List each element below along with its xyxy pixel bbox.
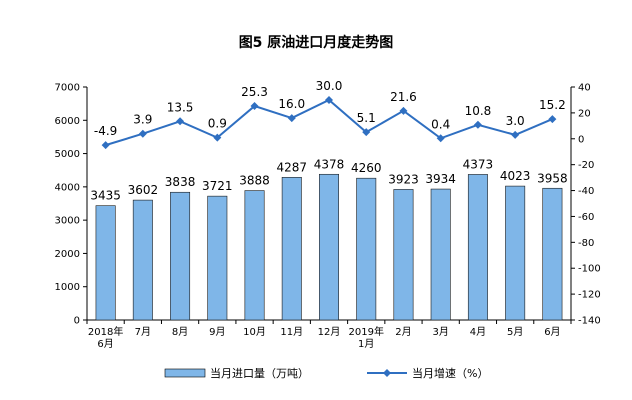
x-tick-label: 2月: [395, 326, 411, 338]
left-tick-label: 4000: [55, 182, 80, 193]
bar-value-label: 4260: [351, 161, 382, 175]
x-tick-label: 11月: [280, 326, 303, 338]
bar-value-label: 3838: [165, 175, 196, 189]
bar-value-label: 4023: [500, 169, 531, 183]
line-point: [250, 102, 259, 111]
line-point: [436, 134, 445, 143]
left-tick-label: 0: [74, 316, 80, 327]
bar-labels: 3435 3602 3838 3721 3888 4287 4378 4260 3923 3934…: [90, 157, 567, 202]
line-value-label: 10.8: [465, 104, 492, 118]
right-tick-label: -80: [578, 238, 594, 249]
right-tick-label: 0: [578, 134, 584, 145]
line-value-label: -4.9: [94, 124, 117, 138]
bar-value-label: 3934: [425, 172, 456, 186]
right-tick-label: -40: [578, 186, 594, 197]
bar-value-label: 4287: [276, 160, 307, 174]
x-tick-label: 12月: [318, 326, 341, 338]
right-tick-label: 40: [578, 83, 591, 94]
line-point: [287, 114, 296, 123]
left-tick-label: 5000: [55, 149, 80, 160]
bar-series: [95, 173, 563, 321]
bar: [207, 195, 228, 321]
line-value-label: 0.4: [431, 117, 450, 131]
bar-value-label: 3435: [90, 189, 121, 203]
line-point: [325, 95, 333, 104]
line-point: [138, 129, 147, 138]
line-point: [399, 106, 408, 115]
x-tick-label: 1月: [358, 338, 374, 350]
left-tick-label: 1000: [55, 282, 80, 293]
bar: [281, 177, 302, 321]
left-tick-label: 2000: [55, 249, 80, 260]
line-value-label: 21.6: [390, 90, 417, 104]
left-tick-label: 6000: [55, 116, 80, 127]
legend-line-marker: [383, 369, 391, 377]
bar-value-label: 3923: [388, 172, 419, 186]
bar: [393, 189, 414, 321]
bar: [95, 205, 116, 321]
line-point: [548, 115, 557, 124]
legend-bar-swatch: [164, 368, 206, 378]
line-value-label: 16.0: [278, 97, 305, 111]
x-tick-label: 4月: [470, 326, 486, 338]
bar: [542, 187, 563, 321]
x-tick-label: 7月: [135, 326, 151, 338]
line-point: [213, 133, 222, 142]
bar: [170, 191, 191, 321]
line-value-label: 30.0: [316, 79, 343, 93]
line-value-label: 3.9: [133, 113, 152, 127]
x-tick-label: 3月: [433, 326, 449, 338]
x-tick-label: 6月: [97, 338, 113, 350]
line-point: [511, 130, 520, 139]
right-tick-label: -140: [578, 316, 601, 327]
legend: 当月进口量（万吨） 当月增速（%）: [164, 366, 488, 380]
right-tick-label: -120: [578, 290, 601, 301]
bar-value-label: 4373: [463, 157, 494, 171]
line-value-label: 13.5: [167, 100, 194, 114]
bar-value-label: 3888: [239, 174, 270, 188]
bar: [132, 199, 153, 321]
x-tick-label: 8月: [172, 326, 188, 338]
line-series: [101, 95, 557, 150]
bar-value-label: 3721: [202, 179, 233, 193]
x-tick-label: 5月: [507, 326, 523, 338]
axes: 0 1000 2000 3000 4000 5000 6000 7000 -140 -120 -10…: [55, 83, 601, 327]
bar: [467, 174, 488, 321]
x-tick-label: 10月: [243, 326, 266, 338]
line-labels: -4.9 3.9 13.5 0.9 25.3 16.0 30.0 5.1 21.6 0.4 10.8…: [94, 79, 566, 138]
left-tick-label: 7000: [55, 83, 80, 94]
bar-value-label: 3958: [537, 171, 568, 185]
chart-title: 图5 原油进口月度走势图: [239, 34, 394, 51]
legend-line-label: 当月增速（%）: [412, 366, 488, 380]
line-point: [101, 141, 110, 150]
bar: [244, 190, 265, 321]
right-tick-label: -60: [578, 212, 594, 223]
left-tick-label: 3000: [55, 216, 80, 227]
bar: [505, 185, 526, 321]
right-tick-label: -20: [578, 160, 594, 171]
legend-bar-label: 当月进口量（万吨）: [210, 366, 309, 380]
line-point: [176, 117, 185, 126]
x-tick-label: 9月: [209, 326, 225, 338]
bar: [356, 177, 377, 321]
bar-value-label: 4378: [314, 157, 345, 171]
bar: [319, 173, 339, 321]
right-tick-label: 20: [578, 108, 591, 119]
x-tick-label: 2018年: [88, 325, 123, 338]
bar: [430, 188, 451, 321]
x-tick-label: 2019年: [349, 325, 384, 338]
line-point: [473, 120, 482, 129]
x-tick-label: 6月: [544, 326, 560, 338]
line-value-label: 0.9: [208, 117, 227, 131]
line-point: [362, 128, 371, 137]
line-value-label: 3.0: [506, 114, 525, 128]
right-tick-label: -100: [578, 264, 601, 275]
line-value-label: 15.2: [539, 98, 566, 112]
line-value-label: 5.1: [357, 111, 376, 125]
bar-value-label: 3602: [128, 183, 159, 197]
line-value-label: 25.3: [241, 85, 268, 99]
